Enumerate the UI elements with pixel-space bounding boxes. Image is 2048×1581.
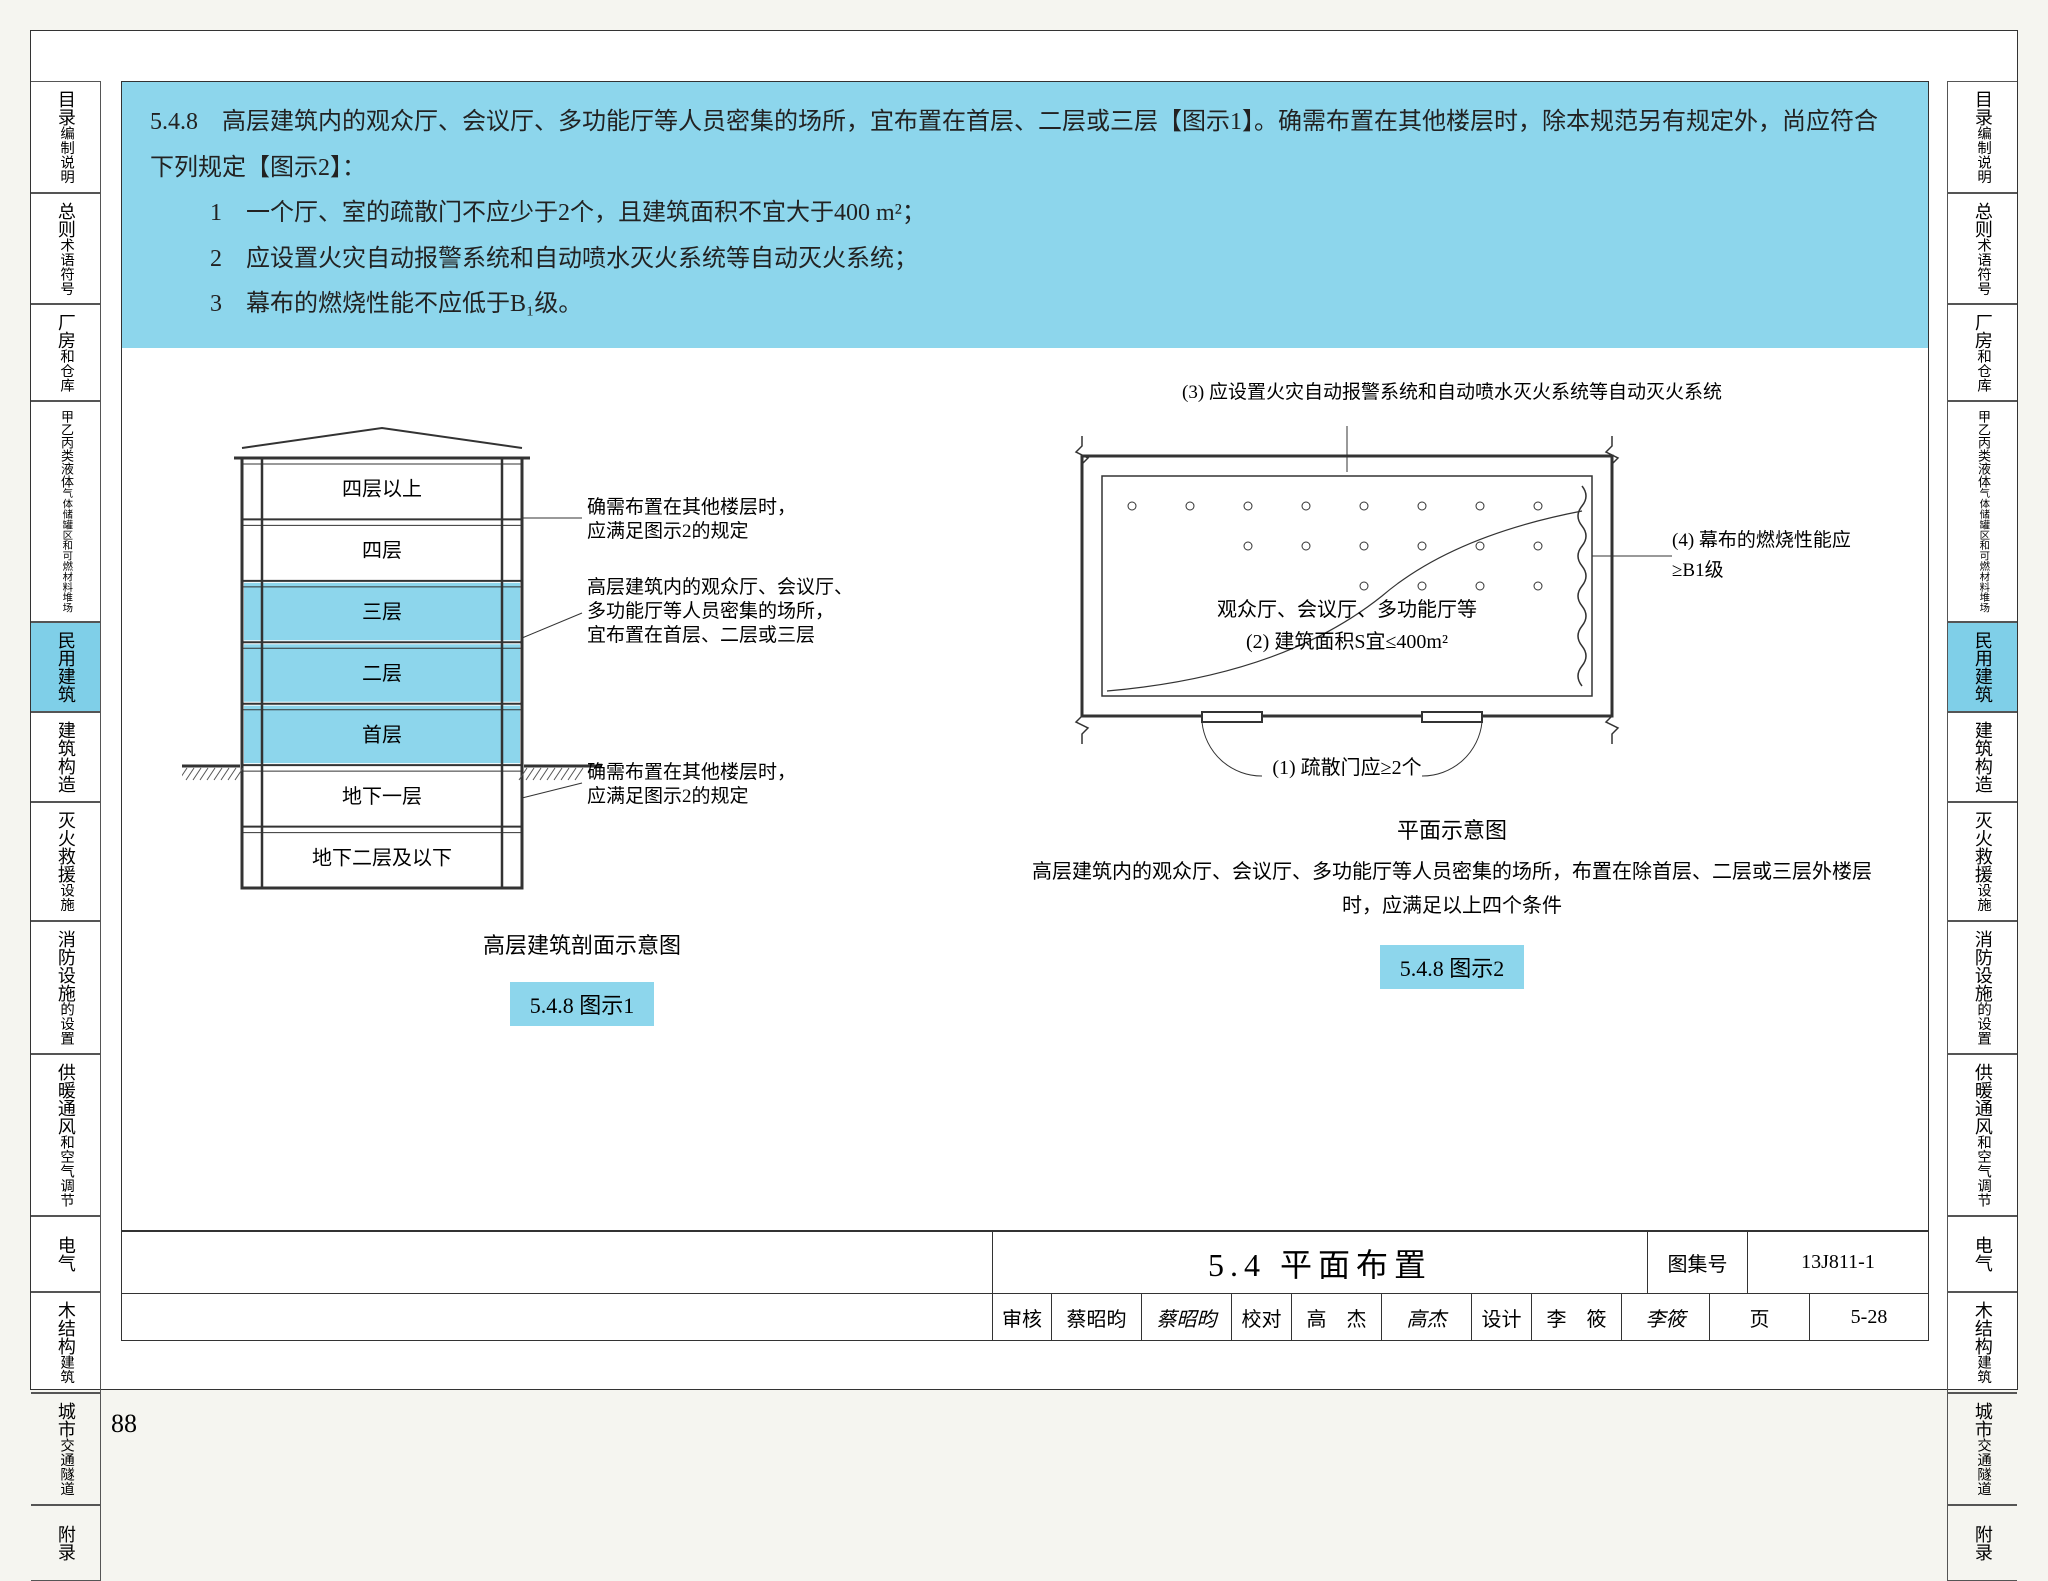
sidebar-tab-6[interactable]: 灭火救援设施 [31,802,101,921]
svg-text:四层: 四层 [362,540,402,562]
sidebar-tab-10[interactable]: 木结构建筑 [31,1292,101,1393]
section-diagram: 四层以上四层三层二层首层地下一层地下二层及以下 确需布置在其他楼层时，应满足图示… [182,378,982,1026]
check-name: 高 杰 [1292,1294,1382,1340]
fig-label-wrap-1: 5.4.8 图示1 [182,960,982,1026]
rule-box: 5.4.8 高层建筑内的观众厅、会议厅、多功能厅等人员密集的场所，宜布置在首层、… [122,82,1928,348]
design-sig: 李筱 [1622,1294,1710,1340]
plan-subcaption: 高层建筑内的观众厅、会议厅、多功能厅等人员密集的场所，布置在除首层、二层或三层外… [1022,855,1882,923]
page: 目录编制说明总则术语符号厂房和仓库甲乙丙类液体气体储罐区和可燃材料堆场民用建筑建… [30,30,2018,1390]
svg-text:首层: 首层 [362,723,402,746]
sidebar-tab-1[interactable]: 总则术语符号 [31,193,101,305]
svg-text:应满足图示2的规定: 应满足图示2的规定 [587,520,749,542]
section-caption: 高层建筑剖面示意图 [182,928,982,960]
svg-text:三层: 三层 [362,602,402,624]
title-row-2: 审核 蔡昭昀 蔡昭昀 校对 高 杰 高杰 设计 李 筱 李筱 页 5-28 [122,1294,1928,1340]
plan-svg: 观众厅、会议厅、多功能厅等 (2) 建筑面积S宜≤400m² (1) 疏散门应≥… [1022,416,1882,796]
svg-text:宜布置在首层、二层或三层: 宜布置在首层、二层或三层 [587,624,815,646]
plan-caption: 平面示意图 [1022,813,1882,845]
sidebar-right: 目录编制说明总则术语符号厂房和仓库甲乙丙类液体气体储罐区和可燃材料堆场民用建筑建… [1947,81,2017,1581]
title-row-1: 5.4 平面布置 图集号 13J811-1 [122,1232,1928,1294]
plan-note-3: (3) 应设置火灾自动报警系统和自动喷水灭火系统等自动灭火系统 [1022,378,1882,408]
sidebar-tab-4[interactable]: 民用建筑 [31,622,101,712]
svg-text:确需布置在其他楼层时，: 确需布置在其他楼层时， [587,761,796,783]
sidebar-tab-12[interactable]: 附录 [31,1505,101,1581]
page-value: 5-28 [1810,1294,1928,1340]
sidebar-tab-1[interactable]: 总则术语符号 [1947,193,2017,305]
fig-label-wrap-2: 5.4.8 图示2 [1022,923,1882,989]
svg-text:高层建筑内的观众厅、会议厅、: 高层建筑内的观众厅、会议厅、 [587,576,853,598]
review-name: 蔡昭昀 [1052,1294,1142,1340]
svg-text:二层: 二层 [362,663,402,685]
fig-label-2: 5.4.8 图示2 [1380,945,1525,989]
code-value: 13J811-1 [1748,1232,1928,1293]
sidebar-tab-11[interactable]: 城市交通隧道 [31,1393,101,1505]
sidebar-tab-2[interactable]: 厂房和仓库 [31,304,101,401]
svg-text:(2) 建筑面积S宜≤400m²: (2) 建筑面积S宜≤400m² [1246,630,1448,653]
section-svg: 四层以上四层三层二层首层地下一层地下二层及以下 确需布置在其他楼层时，应满足图示… [182,378,982,908]
check-sig: 高杰 [1382,1294,1472,1340]
sidebar-tab-10[interactable]: 木结构建筑 [1947,1292,2017,1393]
diagram-area: 四层以上四层三层二层首层地下一层地下二层及以下 确需布置在其他楼层时，应满足图示… [122,348,1928,1218]
sidebar-tab-0[interactable]: 目录编制说明 [1947,81,2017,193]
content-frame: 5.4.8 高层建筑内的观众厅、会议厅、多功能厅等人员密集的场所，宜布置在首层、… [121,81,1929,1341]
sidebar-tab-7[interactable]: 消防设施的设置 [31,921,101,1054]
design-name: 李 筱 [1532,1294,1622,1340]
page-number: 88 [111,1409,137,1439]
page-label: 页 [1710,1294,1810,1340]
plan-note-4: (4) 幕布的燃烧性能应≥B1级 [1672,526,1872,587]
svg-text:多功能厅等人员密集的场所，: 多功能厅等人员密集的场所， [587,600,834,622]
sidebar-tab-8[interactable]: 供暖通风和空气调节 [31,1054,101,1216]
design-label: 设计 [1472,1294,1532,1340]
check-label: 校对 [1232,1294,1292,1340]
svg-text:应满足图示2的规定: 应满足图示2的规定 [587,785,749,807]
plan-diagram: (3) 应设置火灾自动报警系统和自动喷水灭火系统等自动灭火系统 [1022,378,1882,989]
title-main: 5.4 平面布置 [992,1232,1648,1293]
sidebar-tab-8[interactable]: 供暖通风和空气调节 [1947,1054,2017,1216]
svg-text:观众厅、会议厅、多功能厅等: 观众厅、会议厅、多功能厅等 [1217,598,1477,621]
sidebar-tab-2[interactable]: 厂房和仓库 [1947,304,2017,401]
sidebar-tab-3[interactable]: 甲乙丙类液体气体储罐区和可燃材料堆场 [1947,401,2017,622]
svg-text:地下一层: 地下一层 [342,785,422,808]
sidebar-tab-7[interactable]: 消防设施的设置 [1947,921,2017,1054]
svg-text:确需布置在其他楼层时，: 确需布置在其他楼层时， [587,496,796,518]
sidebar-tab-12[interactable]: 附录 [1947,1505,2017,1581]
sidebar-tab-5[interactable]: 建筑构造 [1947,712,2017,802]
rule-heading: 5.4.8 高层建筑内的观众厅、会议厅、多功能厅等人员密集的场所，宜布置在首层、… [150,100,1900,191]
svg-text:地下二层及以下: 地下二层及以下 [312,846,452,869]
sidebar-left: 目录编制说明总则术语符号厂房和仓库甲乙丙类液体气体储罐区和可燃材料堆场民用建筑建… [31,81,101,1581]
sidebar-tab-9[interactable]: 电气 [1947,1216,2017,1292]
svg-text:(1) 疏散门应≥2个: (1) 疏散门应≥2个 [1272,756,1421,779]
code-label: 图集号 [1648,1232,1748,1293]
fig-label-1: 5.4.8 图示1 [510,982,655,1026]
review-label: 审核 [992,1294,1052,1340]
rule-item-3: 3 幕布的燃烧性能不应低于B₁级。 [150,282,1900,328]
sidebar-tab-11[interactable]: 城市交通隧道 [1947,1393,2017,1505]
sidebar-tab-0[interactable]: 目录编制说明 [31,81,101,193]
sidebar-tab-3[interactable]: 甲乙丙类液体气体储罐区和可燃材料堆场 [31,401,101,622]
sidebar-tab-4[interactable]: 民用建筑 [1947,622,2017,712]
sidebar-tab-6[interactable]: 灭火救援设施 [1947,802,2017,921]
sidebar-tab-5[interactable]: 建筑构造 [31,712,101,802]
svg-text:四层以上: 四层以上 [342,478,422,501]
rule-item-1: 1 一个厅、室的疏散门不应少于2个，且建筑面积不宜大于400 m²； [150,191,1900,237]
title-block: 5.4 平面布置 图集号 13J811-1 审核 蔡昭昀 蔡昭昀 校对 高 杰 … [122,1230,1928,1340]
rule-item-2: 2 应设置火灾自动报警系统和自动喷水灭火系统等自动灭火系统； [150,237,1900,283]
sidebar-tab-9[interactable]: 电气 [31,1216,101,1292]
review-sig: 蔡昭昀 [1142,1294,1232,1340]
